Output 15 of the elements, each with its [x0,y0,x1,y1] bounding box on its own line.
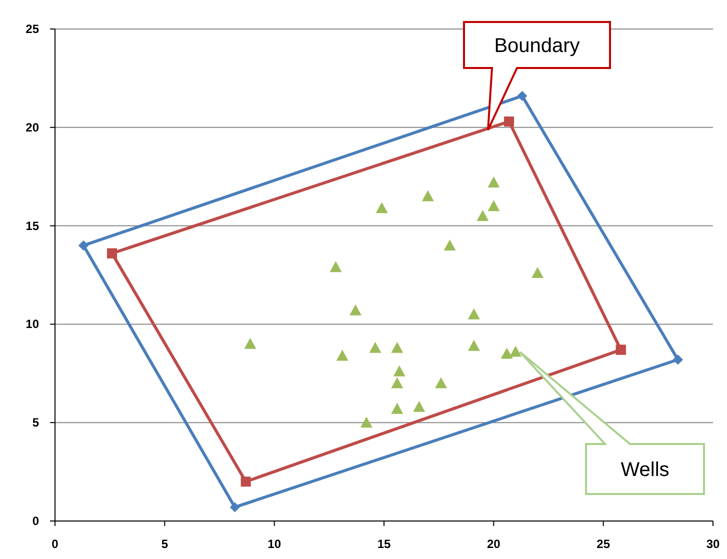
annotation: Boundary [494,35,580,57]
y-tick-label: 20 [26,120,40,134]
x-tick-label: 15 [377,537,391,551]
x-tick-label: 30 [706,537,720,551]
x-tick-label: 5 [161,537,168,551]
x-tick-label: 20 [486,537,501,551]
y-tick-label: 0 [32,514,40,528]
y-tick-label: 10 [26,317,40,332]
x-tick-label: 25 [596,537,610,551]
x-tick-label: 0 [52,537,59,551]
x-tick-label: 10 [268,537,282,551]
y-tick-label: 25 [26,22,40,36]
y-tick-label: 5 [32,416,40,430]
annotation: Wells [620,459,670,481]
y-tick-label: 15 [26,218,40,233]
